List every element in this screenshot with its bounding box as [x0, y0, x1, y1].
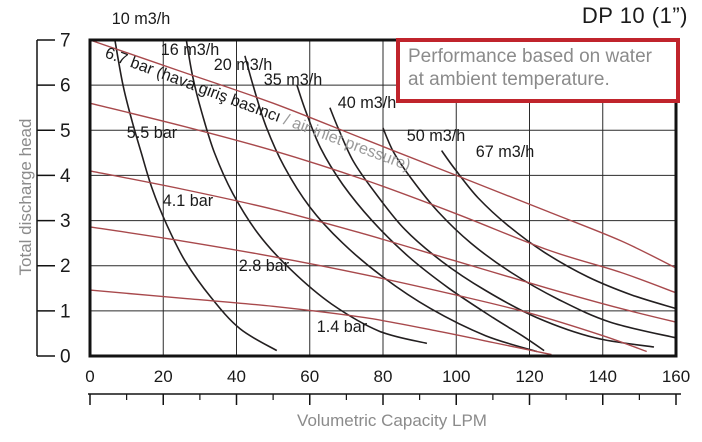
- y-axis-tick-label: 7: [60, 31, 71, 52]
- y-axis-tick-label: 0: [60, 347, 71, 368]
- pressure-curve-5.5-bar: [89, 102, 677, 294]
- curve-label-10-m3-h: 10 m3/h: [112, 10, 171, 28]
- x-axis-tick-label: 0: [85, 367, 94, 386]
- curve-label-2.8-bar: 2.8 bar: [239, 257, 290, 275]
- page-title: DP 10 (1”): [581, 3, 688, 28]
- curve-label-35-m3-h: 35 m3/h: [264, 71, 323, 89]
- x-axis-tick-label: 160: [662, 367, 690, 386]
- y-axis-tick-label: 3: [60, 211, 71, 232]
- curve-label-67-m3-h: 67 m3/h: [476, 143, 535, 161]
- note-line-2: at ambient temperature.: [408, 69, 610, 91]
- y-axis-tick-label: 4: [60, 166, 71, 187]
- x-axis-tick-label: 120: [515, 367, 543, 386]
- y-axis-tick-label: 1: [60, 301, 71, 322]
- pressure-curve-1.4-bar: [89, 289, 552, 356]
- x-axis-tick-label: 80: [374, 367, 393, 386]
- curve-label-4.1-bar: 4.1 bar: [163, 192, 214, 210]
- flow-curve-35-m3-h: [296, 84, 545, 352]
- flow-curve-40-m3-h: [329, 107, 655, 348]
- curve-label-5.5-bar: 5.5 bar: [127, 124, 178, 142]
- flow-curve-67-m3-h: [440, 150, 677, 310]
- x-axis-tick-label: 140: [589, 367, 617, 386]
- pressure-curve-2.8-bar: [89, 226, 647, 353]
- flow-curve-50-m3-h: [382, 127, 677, 339]
- x-axis-tick-label: 100: [442, 367, 470, 386]
- y-axis-tick-label: 2: [60, 256, 71, 277]
- x-axis-tick-label: 60: [300, 367, 319, 386]
- pressure-curve-4.1-bar: [89, 170, 677, 323]
- curve-label-1.4-bar: 1.4 bar: [317, 318, 368, 336]
- x-axis-tick-label: 40: [227, 367, 246, 386]
- y-axis-tick-label: 5: [60, 121, 71, 142]
- pressure-curve-6.7-bar: [89, 39, 677, 269]
- curve-label-40-m3-h: 40 m3/h: [338, 94, 397, 112]
- y-axis-tick-label: 6: [60, 76, 71, 97]
- flow-curve-20-m3-h: [244, 55, 538, 353]
- y-axis-title: Total discharge head: [16, 118, 35, 276]
- note-line-1: Performance based on water: [408, 46, 652, 67]
- plot-frame: [88, 38, 678, 358]
- curve-label-16-m3-h: 16 m3/h: [161, 41, 220, 59]
- note-box: Performance based on water at ambient te…: [396, 38, 680, 103]
- flow-curve-10-m3-h: [114, 39, 278, 352]
- x-axis-title: Volumetric Capacity LPM: [297, 411, 487, 430]
- flow-curve-16-m3-h: [185, 39, 428, 345]
- curve-label-50-m3-h: 50 m3/h: [407, 127, 466, 145]
- x-axis-tick-label: 20: [154, 367, 173, 386]
- curve-label-20-m3-h: 20 m3/h: [214, 56, 273, 74]
- pressure-label-english: / air inlet pressure): [281, 111, 413, 175]
